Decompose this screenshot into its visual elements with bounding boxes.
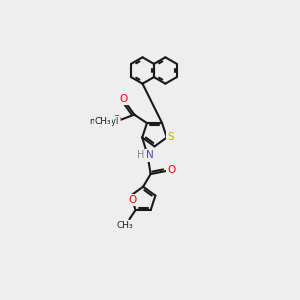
Text: O: O [128, 195, 136, 205]
Text: methyl: methyl [90, 117, 119, 126]
Text: O: O [120, 94, 128, 104]
Text: H: H [137, 151, 145, 160]
Text: O: O [112, 115, 120, 125]
Text: CH₃: CH₃ [117, 220, 134, 230]
Text: O: O [167, 165, 175, 175]
Text: CH₃: CH₃ [94, 117, 111, 126]
Text: S: S [167, 133, 174, 142]
Text: N: N [146, 151, 154, 160]
